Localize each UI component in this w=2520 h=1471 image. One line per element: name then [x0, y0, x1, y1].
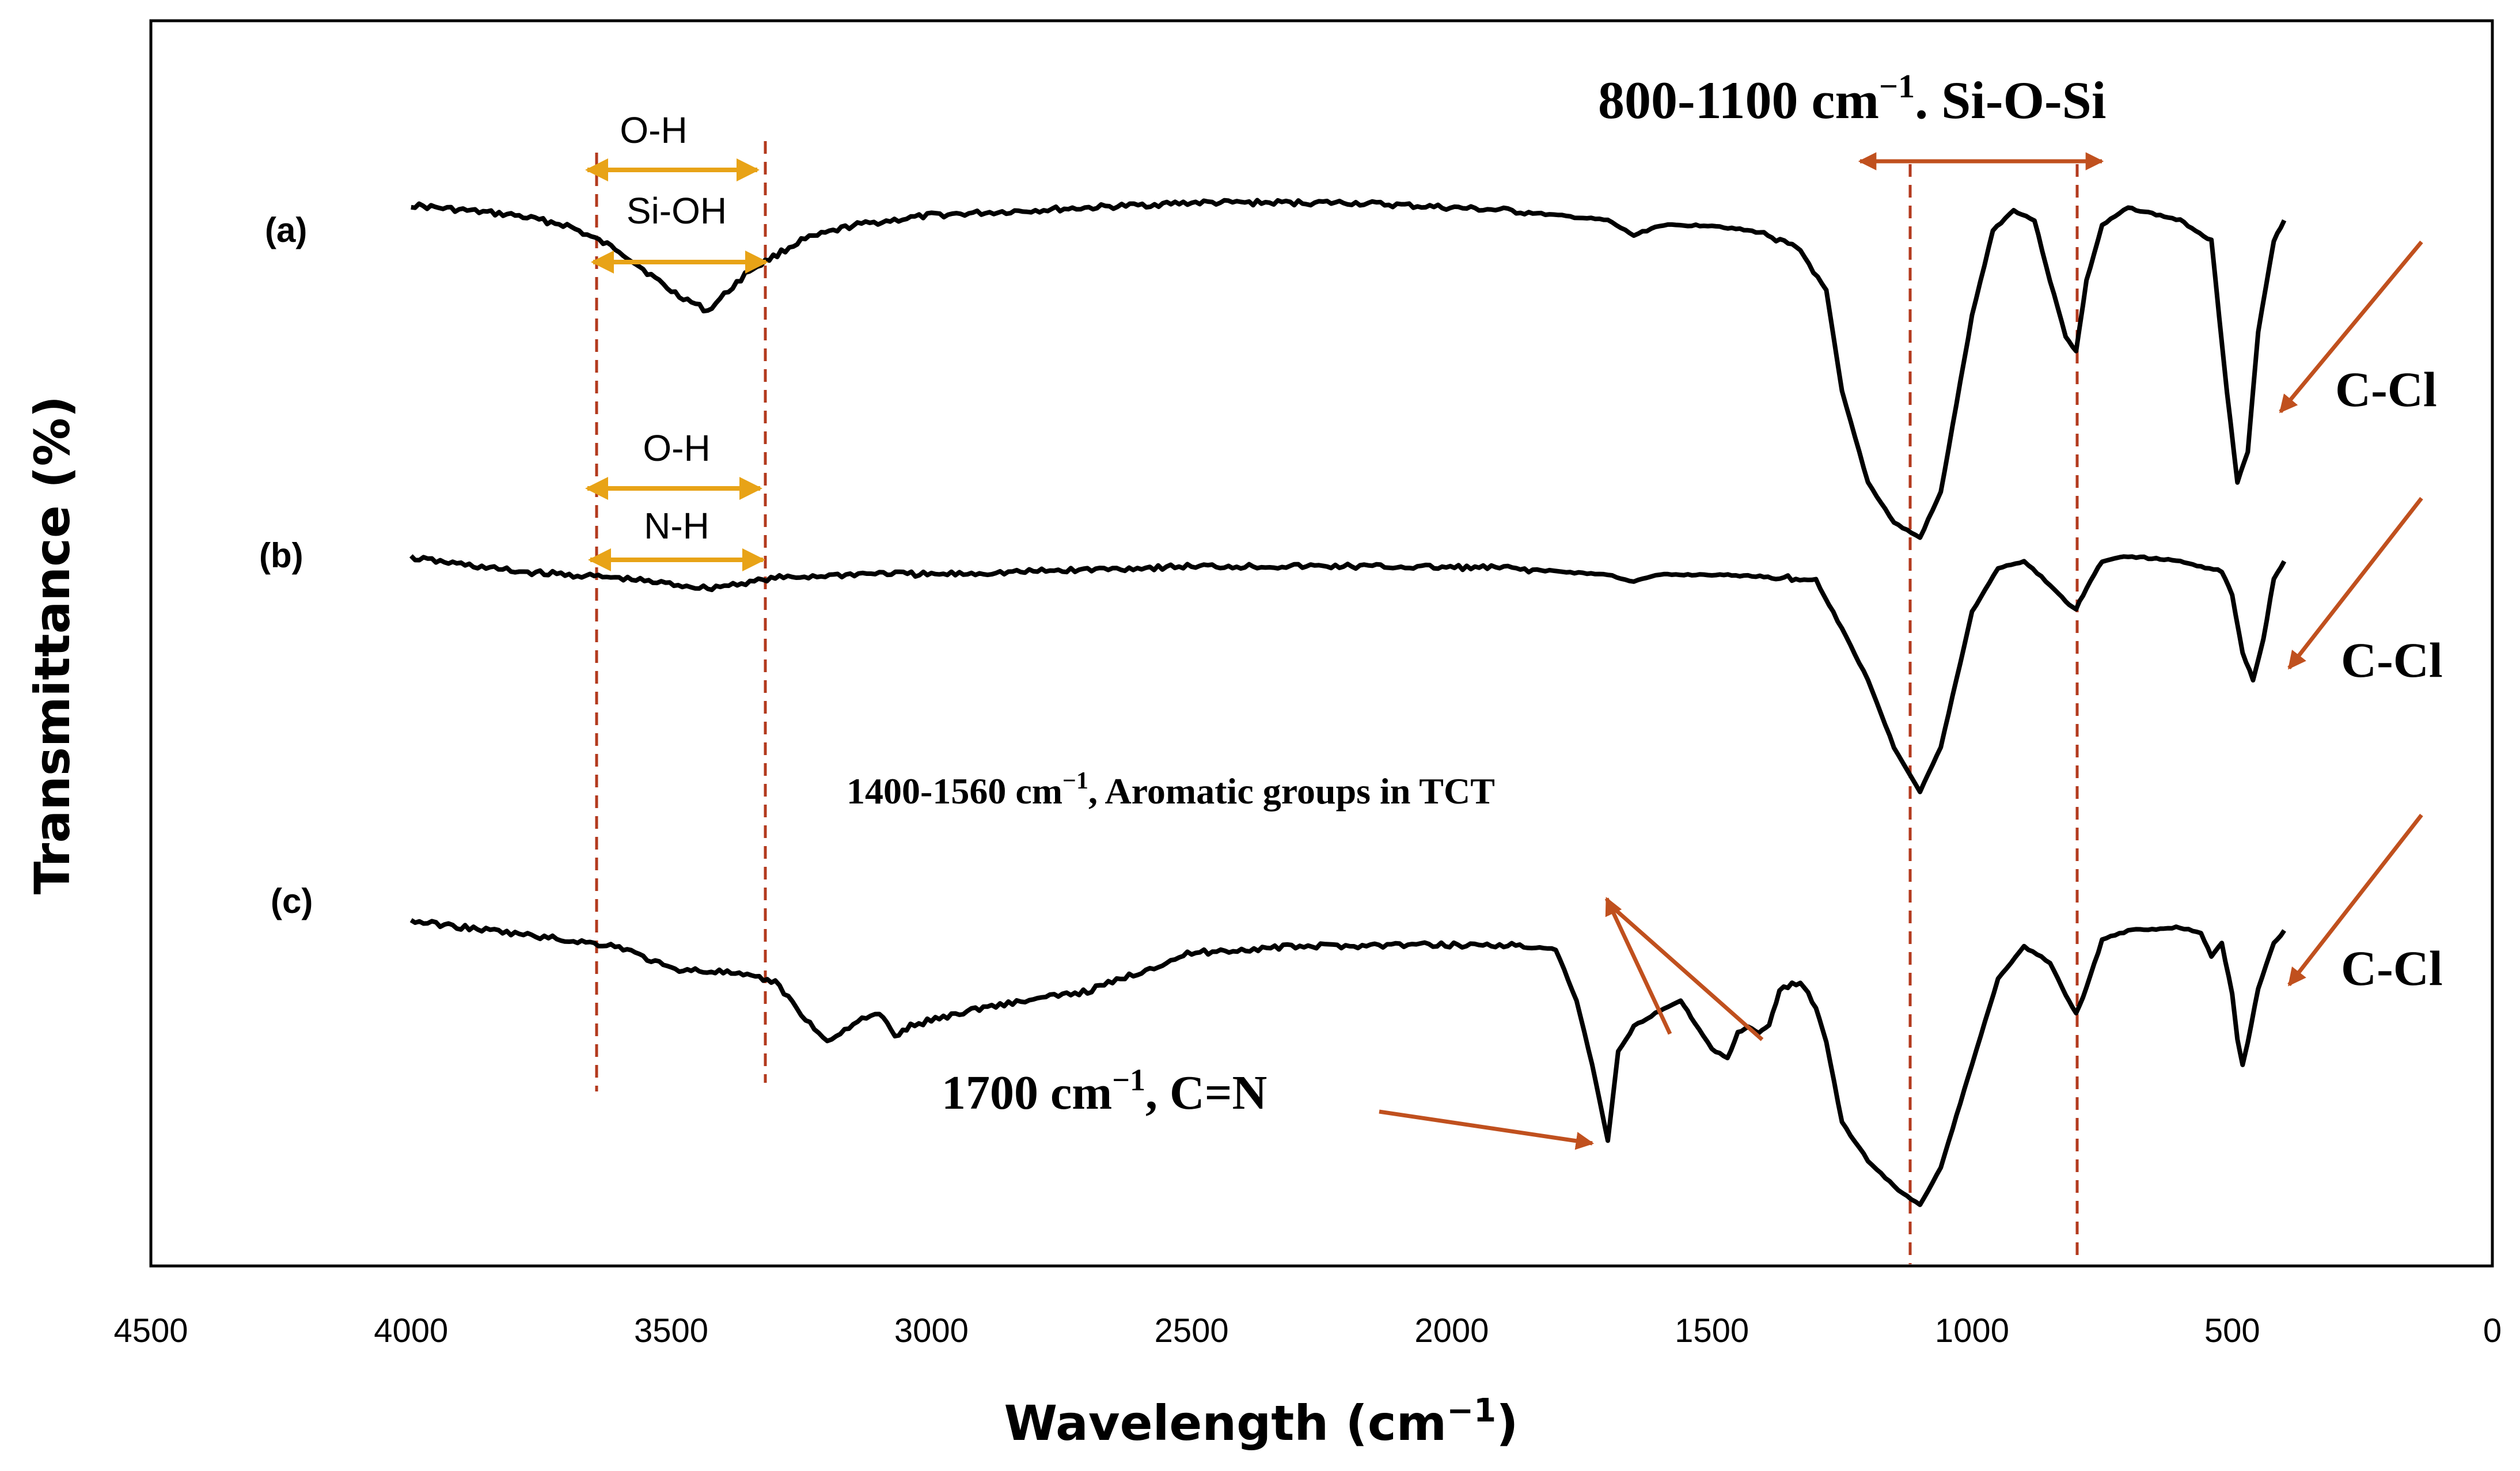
- label-a-oh: O-H: [620, 109, 687, 151]
- gold-arrows: [585, 158, 768, 571]
- series-layer: [409, 198, 2287, 1207]
- label-siosi: 800-1100 cm−1. Si-O-Si: [1598, 67, 2106, 130]
- label-ccl-a: C-Cl: [2335, 362, 2437, 417]
- arrow-cn: [1379, 1109, 1595, 1150]
- x-tick-label-2000: 2000: [1414, 1312, 1489, 1349]
- x-tick-label-4500: 4500: [113, 1312, 188, 1349]
- x-tick-label-3500: 3500: [634, 1312, 708, 1349]
- arrow-aromatic-1: [1604, 897, 1672, 1035]
- series-line-c: [409, 918, 2286, 1207]
- arrow-aromatic-2: [1611, 905, 1764, 1041]
- x-tick-label-4000: 4000: [374, 1312, 448, 1349]
- x-tick-label-2500: 2500: [1155, 1312, 1229, 1349]
- y-axis-title: Transmittance (%): [24, 396, 81, 894]
- x-tick-label-1500: 1500: [1675, 1312, 1749, 1349]
- series-label-c: (c): [271, 882, 313, 920]
- rust-arrows: [1379, 152, 2423, 1150]
- label-b-nh: N-H: [644, 505, 709, 547]
- x-tick-label-0: 0: [2483, 1312, 2502, 1349]
- label-cn: 1700 cm−1, C=N: [942, 1063, 1267, 1120]
- x-tick-label-500: 500: [2204, 1312, 2260, 1349]
- reference-lines: [595, 141, 2079, 1264]
- label-b-oh: O-H: [643, 427, 710, 469]
- plot-frame: [149, 19, 2494, 1268]
- arrow-ccl-c: [2287, 813, 2423, 987]
- label-a-sioh: Si-OH: [627, 190, 727, 232]
- label-ccl-b: C-Cl: [2341, 632, 2443, 688]
- x-tick-labels: 4500 4000 3500 3000 2500 2000 1500 1000 500 0: [113, 1312, 2502, 1349]
- series-line-b: [409, 554, 2287, 794]
- arrow-ccl-b: [2287, 496, 2423, 670]
- series-label-b: (b): [259, 536, 303, 575]
- series-label-a: (a): [265, 211, 307, 249]
- label-aromatic: 1400-1560 cm−1, Aromatic groups in TCT: [847, 768, 1495, 812]
- label-ccl-c: C-Cl: [2341, 941, 2443, 996]
- x-tick-label-1000: 1000: [1935, 1312, 2009, 1349]
- arrow-ccl-a: [2279, 240, 2423, 414]
- x-tick-label-3000: 3000: [894, 1312, 969, 1349]
- x-axis-title: Wavelength (cm−1): [1004, 1392, 1519, 1451]
- series-line-a: [411, 198, 2287, 540]
